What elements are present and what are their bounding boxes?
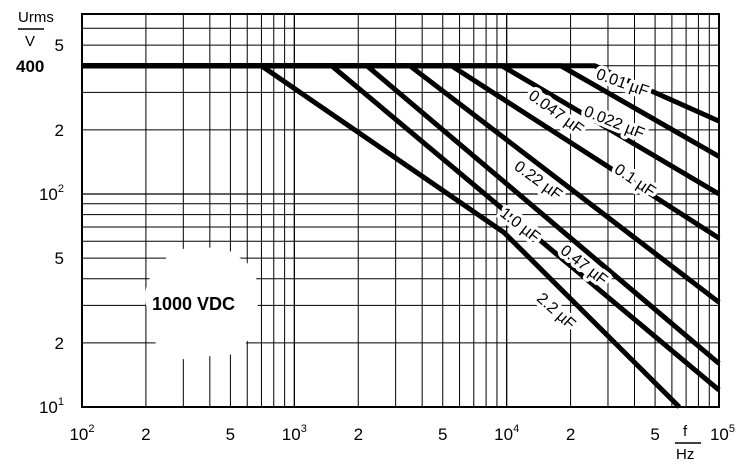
y-tick-labels: 101 2 5 102 2 5 <box>39 36 64 417</box>
curves <box>82 63 721 409</box>
y-tick-label: 2 <box>55 334 64 353</box>
x-unit-bottom: Hz <box>676 446 694 463</box>
x-unit-top: f <box>683 423 688 440</box>
voltage-rating-text: 1000 VDC <box>152 294 235 314</box>
x-tick-label: 5 <box>438 425 447 444</box>
x-tick-label: 105 <box>710 423 735 444</box>
x-tick-label: 5 <box>650 425 659 444</box>
x-tick-label: 102 <box>69 423 94 444</box>
y-unit-bottom: V <box>25 33 35 50</box>
series-line-7 <box>82 63 682 409</box>
y-axis-unit: Urms V <box>18 9 54 50</box>
x-tick-label: 5 <box>226 425 235 444</box>
y-rated-voltage-label: 400 <box>16 57 44 76</box>
x-tick-label: 2 <box>141 425 150 444</box>
y-tick-label: 5 <box>55 249 64 268</box>
y-tick-label: 102 <box>39 183 64 204</box>
voltage-rating-badge: 1000 VDC <box>145 247 260 360</box>
plot-border <box>81 13 720 408</box>
y-tick-label: 2 <box>55 121 64 140</box>
x-tick-label: 2 <box>566 425 575 444</box>
x-tick-label: 103 <box>282 423 307 444</box>
x-tick-labels: 102 2 5 103 2 5 104 2 5 105 <box>69 423 735 444</box>
x-axis-unit: f Hz <box>675 423 701 463</box>
curve-label-0: 0.01 µF <box>594 66 651 101</box>
y-tick-label: 101 <box>39 396 64 417</box>
x-tick-label: 104 <box>494 423 519 444</box>
plot-frame <box>81 13 720 408</box>
y-tick-label: 5 <box>55 36 64 55</box>
x-tick-label: 2 <box>354 425 363 444</box>
y-unit-top: Urms <box>18 9 54 26</box>
